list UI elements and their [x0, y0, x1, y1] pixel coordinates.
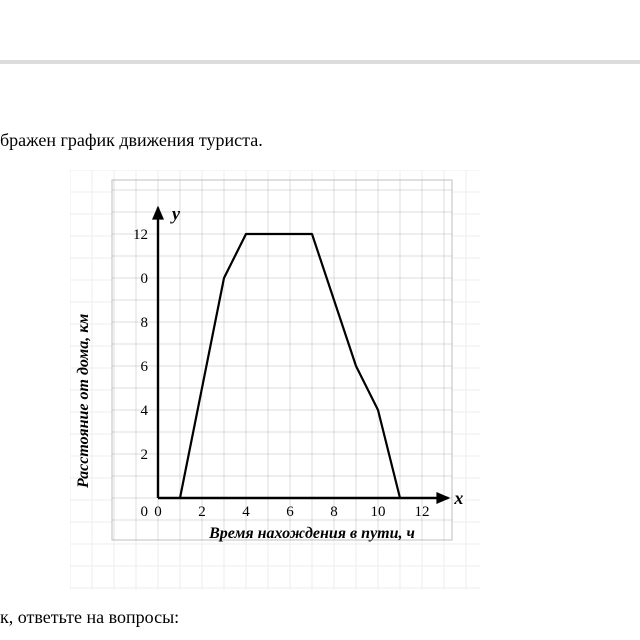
distance-time-chart: 0 2 4 6 8 10 12 2 4 6 8 0 12 0 y x Расстояние от дома, к… [70, 170, 480, 590]
chart-container: 0 2 4 6 8 10 12 2 4 6 8 0 12 0 y x Расстояние от дома, к… [70, 170, 480, 590]
svg-text:2: 2 [198, 504, 206, 520]
svg-text:10: 10 [371, 504, 386, 520]
svg-text:8: 8 [330, 504, 338, 520]
svg-text:6: 6 [141, 359, 149, 375]
page: бражен график движения туриста. 0 2 4 6 8 10 1… [0, 0, 640, 640]
svg-text:8: 8 [141, 315, 149, 331]
svg-text:0: 0 [154, 504, 162, 520]
svg-text:x: x [453, 488, 463, 508]
svg-text:Расстояние от дома, км: Расстояние от дома, км [75, 314, 92, 489]
svg-text:0: 0 [141, 271, 149, 287]
top-divider [0, 60, 640, 64]
svg-text:6: 6 [286, 504, 294, 520]
question-prompt: к, ответьте на вопросы: [0, 607, 179, 628]
svg-text:y: y [170, 204, 181, 224]
svg-text:0: 0 [141, 504, 149, 520]
svg-text:12: 12 [415, 504, 430, 520]
svg-text:4: 4 [141, 403, 149, 419]
svg-text:12: 12 [133, 227, 148, 243]
svg-text:4: 4 [242, 504, 250, 520]
svg-text:Время нахождения в пути, ч: Время нахождения в пути, ч [208, 525, 415, 542]
svg-text:2: 2 [141, 447, 149, 463]
intro-text: бражен график движения туриста. [0, 130, 263, 151]
